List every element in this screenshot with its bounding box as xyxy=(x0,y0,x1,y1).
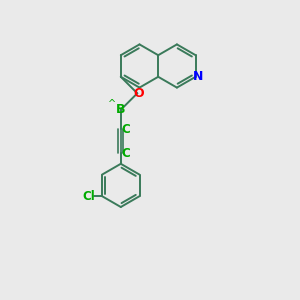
Text: Cl: Cl xyxy=(82,190,95,203)
Text: N: N xyxy=(193,70,203,83)
Text: O: O xyxy=(134,87,144,100)
Text: ^: ^ xyxy=(108,99,116,109)
Text: C: C xyxy=(122,123,130,136)
Text: B: B xyxy=(116,103,125,116)
Text: C: C xyxy=(122,147,130,160)
